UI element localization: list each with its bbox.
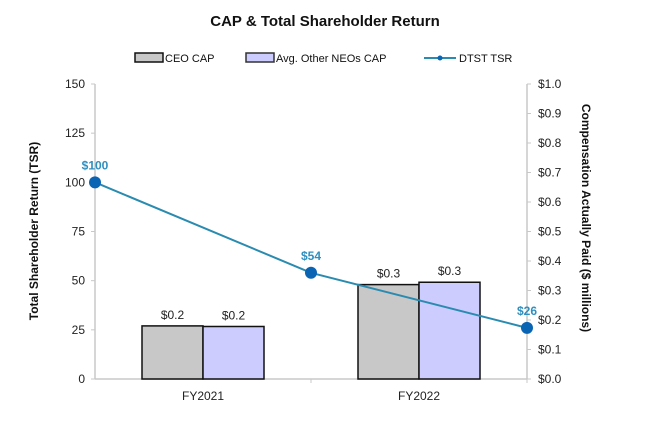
left-tick-label: 0 bbox=[78, 372, 85, 386]
right-tick-label: $1.0 bbox=[538, 77, 562, 91]
bar-neo-cap bbox=[202, 325, 265, 380]
tsr-data-label: $100 bbox=[82, 158, 109, 172]
right-tick-label: $0.7 bbox=[538, 166, 562, 180]
right-tick-label: $0.6 bbox=[538, 195, 562, 209]
left-tick-label: 50 bbox=[72, 274, 86, 288]
tsr-line-series: $100 $54 $26 bbox=[82, 158, 537, 334]
right-tick-label: $0.0 bbox=[538, 372, 562, 386]
right-tick-label: $0.1 bbox=[538, 343, 562, 357]
bar-ceo-cap bbox=[141, 325, 204, 380]
right-axis-title: Compensation Actually Paid ($ millions) bbox=[579, 104, 593, 332]
tsr-point bbox=[305, 266, 317, 279]
right-axis-ticks: $0.0 $0.1 $0.2 $0.3 $0.4 $0.5 $0.6 $0.7 $0.8 $0.9… bbox=[527, 77, 562, 386]
legend-swatch-neo-cap bbox=[245, 52, 275, 63]
legend: CEO CAP Avg. Other NEOs CAP DTST TSR bbox=[134, 52, 512, 65]
right-tick-label: $0.9 bbox=[538, 107, 562, 121]
tsr-point bbox=[521, 321, 533, 334]
bar-data-label: $0.3 bbox=[377, 267, 401, 281]
legend-label-neo-cap: Avg. Other NEOs CAP bbox=[276, 53, 386, 65]
legend-swatch-ceo-cap bbox=[134, 52, 164, 63]
right-tick-label: $0.3 bbox=[538, 284, 562, 298]
chart-title: CAP & Total Shareholder Return bbox=[210, 13, 439, 30]
legend-marker-tsr bbox=[437, 55, 443, 61]
left-tick-label: 100 bbox=[65, 175, 85, 189]
left-axis-title: Total Shareholder Return (TSR) bbox=[27, 142, 41, 320]
category-label: FY2022 bbox=[398, 389, 440, 403]
bar-neo-cap bbox=[418, 281, 481, 380]
bar-data-label: $0.2 bbox=[161, 308, 185, 322]
right-tick-label: $0.4 bbox=[538, 254, 562, 268]
right-tick-label: $0.5 bbox=[538, 225, 562, 239]
bar-data-label: $0.3 bbox=[438, 264, 462, 278]
category-labels: FY2021 FY2022 bbox=[182, 389, 440, 403]
left-tick-label: 150 bbox=[65, 77, 85, 91]
category-label: FY2021 bbox=[182, 389, 224, 403]
tsr-data-label: $26 bbox=[517, 304, 537, 318]
tsr-point bbox=[89, 176, 101, 189]
tsr-data-label: $54 bbox=[301, 249, 321, 263]
left-tick-label: 25 bbox=[72, 323, 86, 337]
bar-data-label: $0.2 bbox=[222, 308, 246, 322]
bar-ceo-cap bbox=[357, 283, 420, 380]
legend-label-ceo-cap: CEO CAP bbox=[165, 53, 215, 65]
left-tick-label: 75 bbox=[72, 225, 86, 239]
right-tick-label: $0.8 bbox=[538, 136, 562, 150]
right-tick-label: $0.2 bbox=[538, 313, 562, 327]
left-tick-label: 125 bbox=[65, 126, 85, 140]
legend-label-tsr: DTST TSR bbox=[459, 53, 512, 65]
bars: $0.2 $0.2 $0.3 $0.3 bbox=[141, 264, 481, 380]
left-axis-ticks: 0 25 50 75 100 125 150 bbox=[65, 77, 95, 386]
